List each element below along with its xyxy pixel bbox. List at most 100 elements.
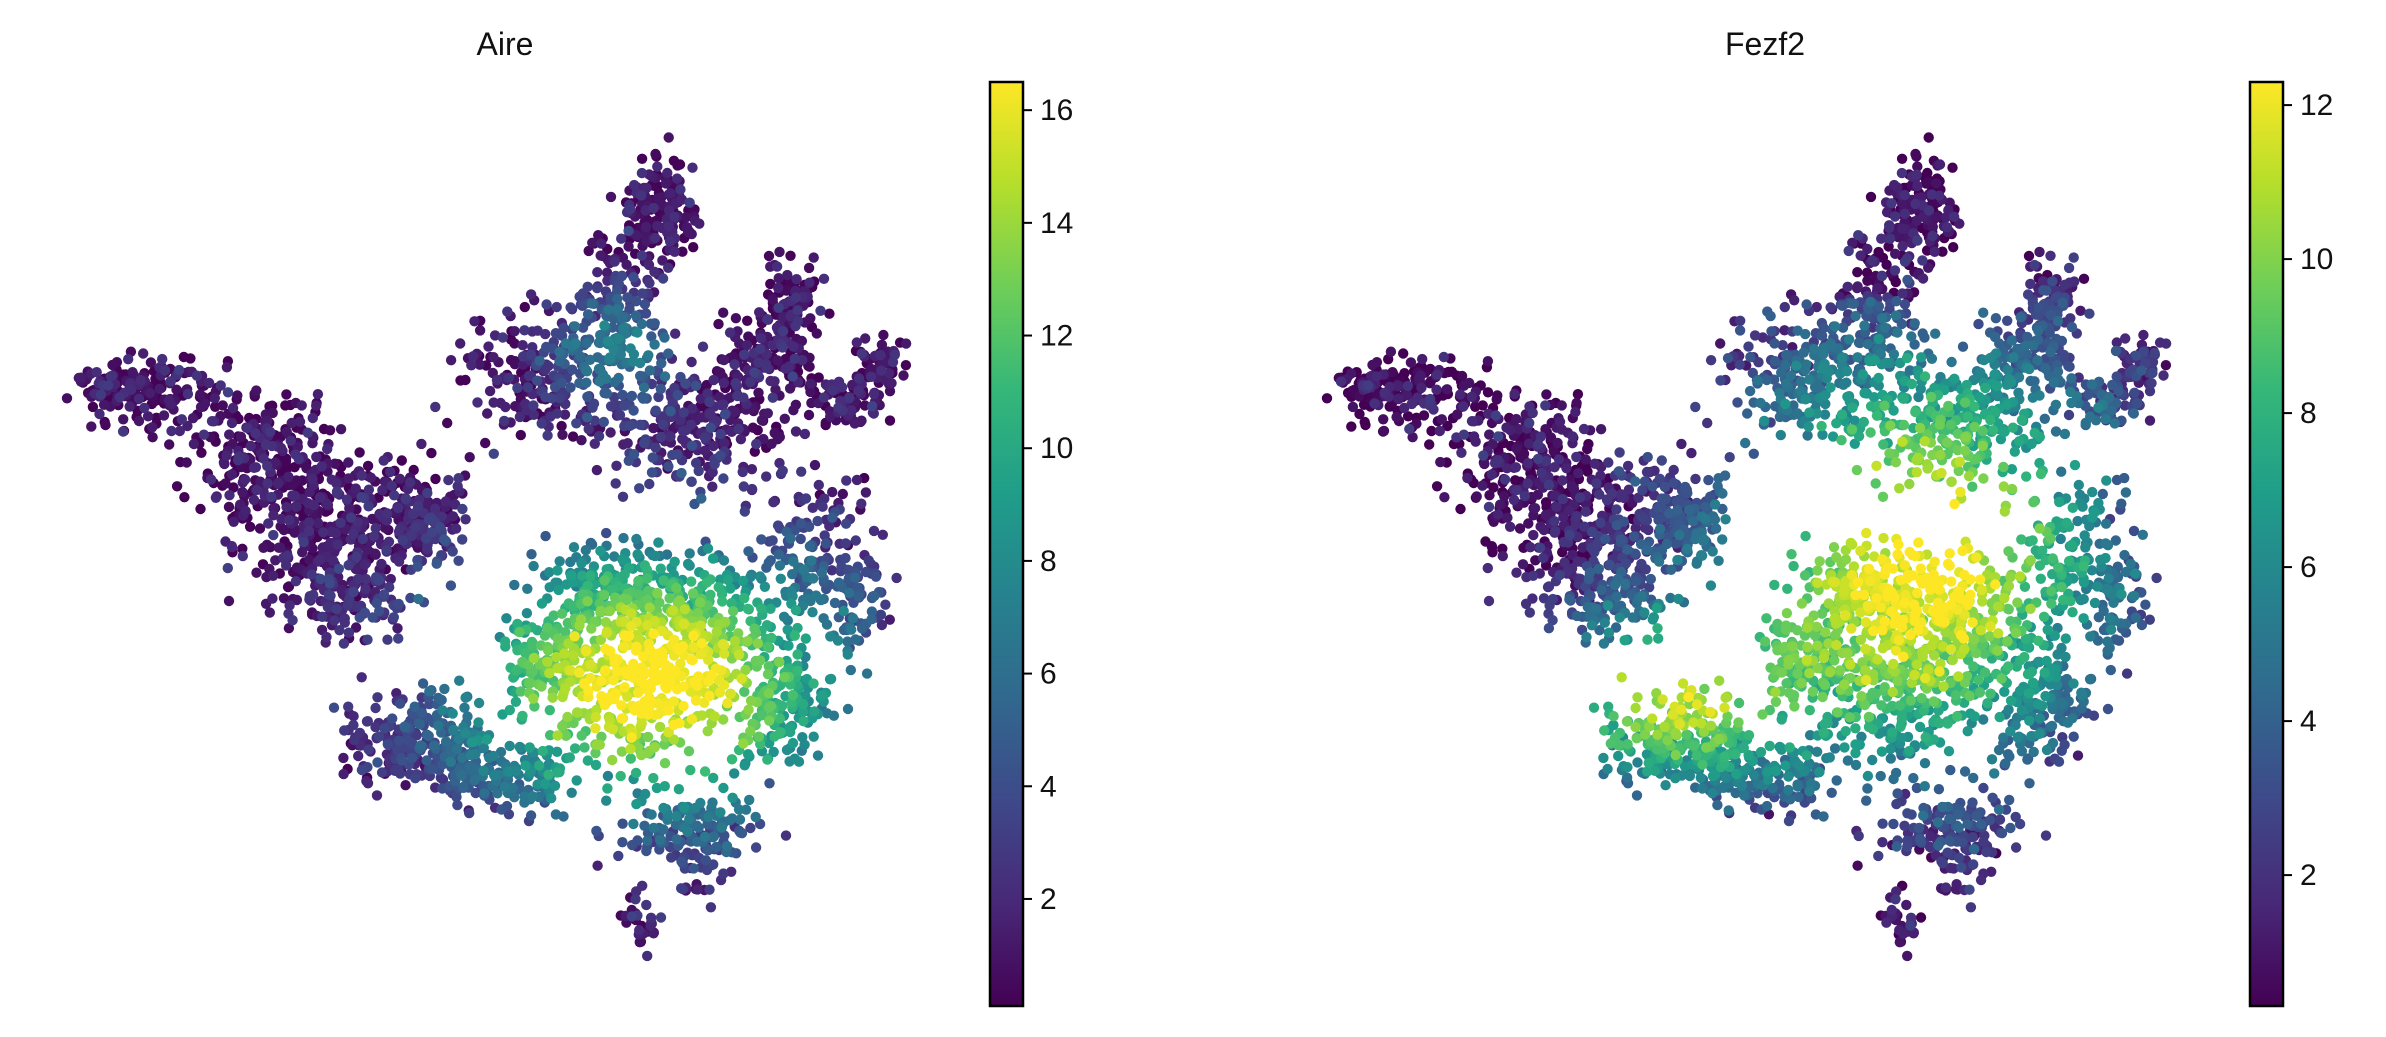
cell-point: [451, 791, 462, 803]
cell-point: [655, 563, 666, 574]
cell-point: [655, 431, 667, 443]
cell-point: [324, 578, 335, 589]
cell-point: [653, 537, 664, 548]
cell-point: [687, 588, 699, 599]
cell-point: [686, 476, 697, 487]
cell-point: [583, 685, 594, 696]
cell-point: [384, 582, 395, 593]
cell-point: [1347, 401, 1359, 413]
cell-point: [891, 572, 902, 584]
cell-point: [767, 392, 778, 403]
cell-point: [382, 634, 393, 645]
cell-point: [361, 716, 373, 727]
cell-point: [283, 623, 295, 634]
cell-point: [876, 365, 887, 376]
cell-point: [639, 437, 650, 449]
cell-point: [509, 326, 520, 337]
cell-point: [2075, 305, 2086, 316]
cell-point: [594, 376, 605, 387]
cell-point: [798, 564, 809, 575]
cell-point: [690, 802, 701, 814]
cell-point: [640, 221, 652, 233]
cell-point: [1378, 425, 1390, 437]
cell-point: [343, 457, 354, 468]
cell-point: [157, 353, 168, 365]
cell-point: [682, 558, 694, 570]
cell-point: [317, 611, 328, 622]
cell-point: [826, 565, 838, 576]
cell-point: [526, 549, 537, 560]
cell-point: [571, 775, 582, 786]
cell-point: [431, 558, 442, 569]
cell-point: [709, 459, 720, 470]
cell-point: [749, 367, 760, 378]
cell-point: [624, 669, 635, 680]
cell-point: [699, 831, 711, 842]
colorbar-tick-label: 16: [1040, 94, 1073, 127]
cell-point: [560, 683, 571, 694]
cell-point: [631, 533, 642, 545]
cell-point: [791, 274, 802, 285]
cell-point: [827, 486, 838, 498]
cell-point: [245, 440, 256, 452]
cell-point: [671, 811, 682, 822]
cell-point: [694, 218, 705, 229]
cell-point: [613, 850, 624, 862]
cell-point: [589, 438, 600, 449]
cell-point: [803, 262, 815, 274]
cell-point: [281, 426, 292, 438]
cell-point: [562, 711, 573, 723]
cell-point: [764, 715, 775, 726]
cell-point: [635, 419, 646, 430]
cell-point: [827, 385, 839, 396]
cell-point: [158, 410, 170, 421]
cell-point: [263, 518, 274, 529]
cell-point: [753, 387, 764, 398]
cell-point: [774, 246, 785, 258]
cell-point: [226, 417, 238, 429]
cell-points-aire: [61, 132, 912, 962]
cell-point: [755, 343, 766, 355]
cell-point: [409, 701, 420, 712]
cell-point: [809, 706, 820, 717]
cell-point: [164, 439, 175, 450]
cell-point: [1865, 191, 1877, 203]
cell-point: [795, 533, 806, 545]
cell-point: [669, 556, 680, 567]
cell-point: [699, 766, 711, 777]
cell-point: [100, 419, 111, 431]
cell-point: [824, 308, 835, 319]
cell-point: [851, 474, 863, 486]
cell-point: [450, 523, 462, 534]
cell-point: [602, 783, 613, 794]
cell-point: [376, 767, 388, 778]
cell-point: [715, 807, 726, 818]
cell-point: [372, 757, 383, 768]
cell-point: [1463, 377, 1475, 389]
cell-point: [706, 669, 717, 681]
cell-point: [569, 631, 580, 642]
cell-point: [343, 627, 355, 638]
cell-point: [718, 307, 729, 318]
cell-point: [1484, 490, 1495, 501]
cell-point: [258, 542, 269, 553]
cell-point: [825, 631, 836, 642]
cell-point: [445, 355, 457, 366]
cell-point: [537, 745, 548, 757]
cell-point: [499, 415, 510, 427]
cell-point: [678, 618, 690, 630]
cell-point: [407, 508, 418, 520]
cell-point: [745, 376, 756, 388]
cell-point: [430, 473, 441, 485]
cell-point: [772, 355, 783, 366]
cell-point: [699, 445, 711, 456]
cell-point: [582, 755, 594, 766]
cell-point: [739, 686, 750, 697]
cell-point: [728, 351, 739, 362]
cell-point: [655, 912, 667, 923]
cell-point: [1346, 421, 1357, 432]
cell-point: [453, 555, 464, 566]
cell-point: [709, 711, 720, 722]
colorbar-tick-label: 10: [1040, 432, 1073, 465]
cell-point: [382, 739, 393, 750]
